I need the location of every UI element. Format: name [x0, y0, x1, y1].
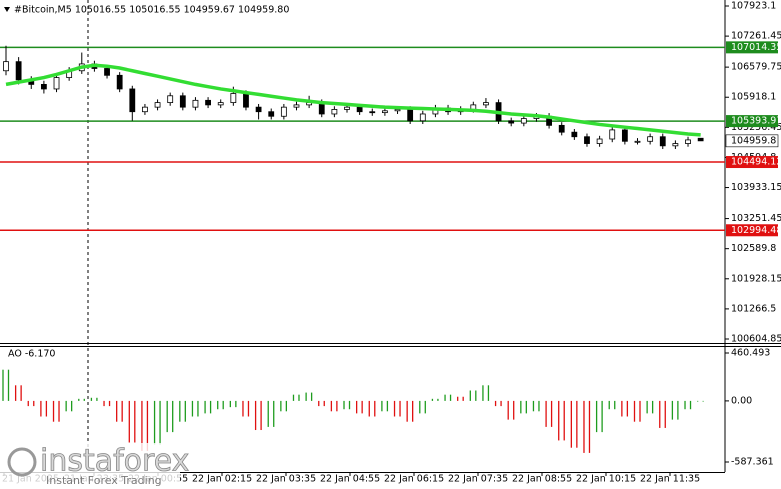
candle-body: [142, 106, 148, 113]
candle-body: [394, 109, 401, 112]
candle-body: [672, 143, 679, 147]
candle-body: [192, 99, 199, 108]
x-tick-label: 22 Jan 11:35: [640, 474, 700, 485]
candle-body: [685, 139, 691, 144]
y-tick-label: 107923.1: [731, 1, 776, 12]
x-tick-label: 22 Jan 04:55: [320, 474, 380, 485]
last-price-tag: [725, 134, 779, 148]
candle-body: [217, 102, 224, 106]
candle-body: [179, 95, 186, 108]
candle-body: [697, 137, 704, 142]
candle-body: [15, 61, 22, 81]
candle-body: [40, 84, 47, 90]
logo-name: instaforex: [40, 444, 189, 479]
candle-body: [558, 124, 565, 133]
ao-title: AO -6.170: [8, 349, 55, 360]
y-tick-label: 106579.75: [731, 62, 781, 73]
level-label: 107014.35: [731, 42, 781, 53]
y-tick-label: 460.493: [731, 348, 770, 359]
candle-body: [596, 138, 603, 144]
candle-body: [230, 93, 237, 104]
candle-body: [293, 104, 300, 108]
x-tick-label: 22 Jan 07:35: [448, 474, 508, 485]
y-tick-label: 101928.15: [731, 273, 781, 284]
level-label: 102994.48: [731, 225, 781, 236]
candle-body: [571, 131, 578, 138]
candle-body: [609, 129, 616, 140]
level-tag: [726, 156, 778, 169]
candle-body: [116, 74, 123, 90]
candle-body: [369, 111, 376, 114]
candle-body: [621, 129, 628, 142]
moving-average: [5, 63, 701, 137]
candle-body: [356, 106, 363, 113]
candle-body: [154, 102, 161, 108]
y-tick-label: -587.361: [731, 457, 774, 468]
x-tick-label: 22 Jan 08:55: [512, 474, 572, 485]
candle-body: [659, 136, 666, 147]
chart-title: #Bitcoin,M5 105016.55 105016.55 104959.6…: [14, 5, 289, 16]
level-tag: [726, 224, 778, 237]
candle-body: [167, 95, 174, 104]
candle-body: [407, 109, 414, 122]
y-tick-label: 105918.1: [731, 92, 776, 103]
candle-body: [268, 111, 275, 117]
y-tick-label: 0.00: [731, 395, 752, 406]
logo: instaforex Instant Forex Trading: [0, 443, 190, 489]
candle-body: [3, 61, 9, 72]
candle-body: [381, 110, 388, 114]
candle-body: [520, 118, 527, 124]
y-tick-label: 102589.8: [731, 243, 776, 254]
candle-body: [280, 106, 287, 117]
candle-body: [129, 88, 136, 113]
x-tick-label: 22 Jan 02:15: [192, 474, 252, 485]
y-tick-label: 105256.45: [731, 122, 781, 133]
logo-icon: [7, 447, 37, 477]
candle-body: [584, 136, 590, 144]
y-tick-label: 101266.5: [731, 303, 776, 314]
y-tick-label: 103251.45: [731, 213, 781, 224]
level-tag: [726, 115, 778, 128]
logo-tagline: Instant Forex Trading: [46, 474, 162, 487]
candle-body: [419, 113, 426, 122]
candle-body: [53, 77, 60, 90]
candle-body: [104, 68, 110, 76]
x-tick-label: 22 Jan 06:15: [384, 474, 444, 485]
menu-arrow: [4, 7, 10, 12]
y-tick-label: 100604.85: [731, 334, 781, 345]
candle-body: [344, 106, 350, 110]
candle-body: [483, 102, 489, 106]
candle-body: [331, 109, 338, 115]
level-label: 104494.12: [731, 157, 781, 168]
candle-body: [255, 106, 262, 113]
candle-body: [634, 140, 641, 143]
last-price-label: 104959.8: [731, 135, 776, 146]
x-tick-label: 22 Jan 10:15: [576, 474, 636, 485]
candle-body: [508, 120, 515, 124]
y-tick-label: 107261.45: [731, 31, 781, 42]
level-label: 105393.97: [731, 116, 781, 127]
x-tick-label: 22 Jan 03:35: [256, 474, 316, 485]
candle-body: [205, 99, 211, 106]
y-tick-label: 103933.15: [731, 182, 781, 193]
candle-body: [243, 93, 249, 108]
level-tag: [726, 41, 778, 54]
candle-body: [647, 136, 654, 142]
